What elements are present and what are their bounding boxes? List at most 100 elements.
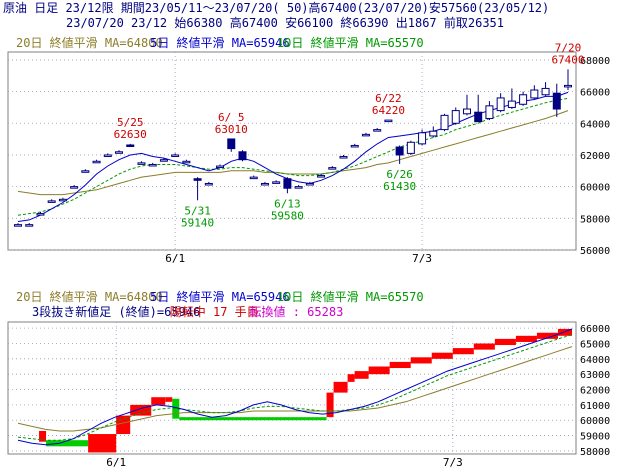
candle [238, 151, 247, 161]
break-block [347, 374, 355, 382]
low-annotation-date: 6/13 [274, 197, 301, 210]
candle [474, 111, 483, 123]
candle [564, 84, 572, 88]
ma20-line [17, 346, 573, 432]
break-block [473, 343, 495, 350]
candle [406, 141, 415, 154]
candle [294, 186, 303, 189]
candle [14, 224, 22, 227]
candle [81, 170, 90, 173]
subtitle-part-1: 3段抜き新値足 (終値)=65946 [32, 304, 200, 319]
y-tick-label: 61000 [580, 401, 610, 412]
subtitle-part-2: 陽転中 17 手目 [170, 304, 259, 319]
candle [47, 200, 56, 203]
candle [204, 182, 213, 186]
y-tick-label: 64000 [580, 355, 610, 366]
break-block [431, 352, 453, 359]
candle [440, 114, 449, 131]
low-annotation-date: 5/31 [184, 204, 211, 217]
plot-frame [7, 321, 577, 455]
candle [328, 167, 337, 170]
legend-entry-1: 20日 終値平滑 MA=64800 [16, 289, 163, 304]
x-tick-label: 6/1 [106, 456, 126, 469]
candle [103, 154, 112, 157]
low-annotation-price: 59580 [271, 209, 304, 222]
y-tick-label: 62000 [580, 386, 610, 397]
ma10-line [17, 97, 569, 216]
candle [350, 144, 359, 148]
candle [159, 159, 168, 162]
high-annotation-price: 64220 [372, 104, 405, 117]
high-annotation-date: 6/22 [375, 92, 402, 105]
candle [148, 163, 157, 167]
header-title: 原油 日足 23/12限 期間23/05/11～23/07/20( 50)高67… [3, 1, 550, 15]
break-block [46, 440, 89, 447]
candle [530, 89, 539, 99]
candle [541, 87, 550, 96]
break-block [368, 366, 390, 375]
break-block [116, 415, 131, 435]
low-annotation-date: 6/26 [386, 168, 413, 181]
legend-entry-3: 10日 終値平滑 MA=65570 [277, 35, 424, 50]
candle [58, 198, 67, 202]
candle [25, 224, 34, 227]
ma5-line [17, 328, 573, 446]
candle [305, 182, 314, 186]
legend-entry-3: 10日 終値平滑 MA=65570 [277, 289, 424, 304]
break-block [179, 417, 327, 421]
candle [485, 105, 494, 120]
break-block [494, 338, 516, 346]
break-block [536, 332, 558, 339]
candle [182, 160, 191, 164]
y-tick-label: 60000 [580, 183, 610, 194]
candle [395, 146, 404, 156]
ma10-line [17, 334, 573, 441]
subtitle-part-3: 転換値 : 65283 [250, 304, 344, 319]
candle [519, 94, 528, 105]
candle [70, 186, 79, 189]
candle [227, 138, 236, 150]
low-annotation-price: 61430 [383, 180, 416, 193]
break-block [389, 361, 411, 369]
high-annotation-date: 6/ 5 [218, 111, 245, 124]
y-tick-label: 60000 [580, 416, 610, 427]
y-tick-label: 66000 [580, 324, 610, 335]
candle [126, 144, 135, 147]
legend-entry-2: 5日 終値平滑 MA=65946 [150, 289, 289, 304]
y-tick-label: 64000 [580, 119, 610, 130]
x-tick-label: 7/3 [412, 252, 432, 265]
header-ohlc: 23/07/20 23/12 始66380 高67400 安66100 終663… [66, 16, 505, 30]
break-block [151, 397, 166, 405]
candle [171, 154, 180, 157]
candle [317, 175, 326, 178]
candle [507, 100, 516, 108]
candle [249, 176, 258, 180]
candle [339, 156, 348, 159]
candle [373, 129, 382, 132]
y-tick-label: 56000 [580, 246, 610, 257]
high-annotation-price: 62630 [114, 128, 147, 141]
break-block [130, 404, 152, 416]
break-block [165, 397, 173, 402]
break-block [354, 371, 369, 379]
x-tick-label: 7/3 [443, 456, 463, 469]
break-block [557, 328, 572, 336]
legend-entry-1: 20日 終値平滑 MA=64800 [16, 35, 163, 50]
high-annotation-date: 5/25 [117, 116, 144, 129]
high-annotation-price: 63010 [215, 123, 248, 136]
high-annotation-price: 67400 [551, 53, 584, 66]
candle [384, 119, 393, 123]
break-block [452, 348, 474, 355]
candle [496, 97, 505, 112]
candle [115, 151, 124, 154]
low-annotation-price: 59140 [181, 216, 214, 229]
break-block [515, 335, 537, 342]
y-tick-label: 68000 [580, 56, 610, 67]
break-block [410, 357, 432, 364]
candle [36, 213, 45, 216]
y-tick-label: 58000 [580, 447, 610, 458]
break-block [88, 434, 117, 453]
